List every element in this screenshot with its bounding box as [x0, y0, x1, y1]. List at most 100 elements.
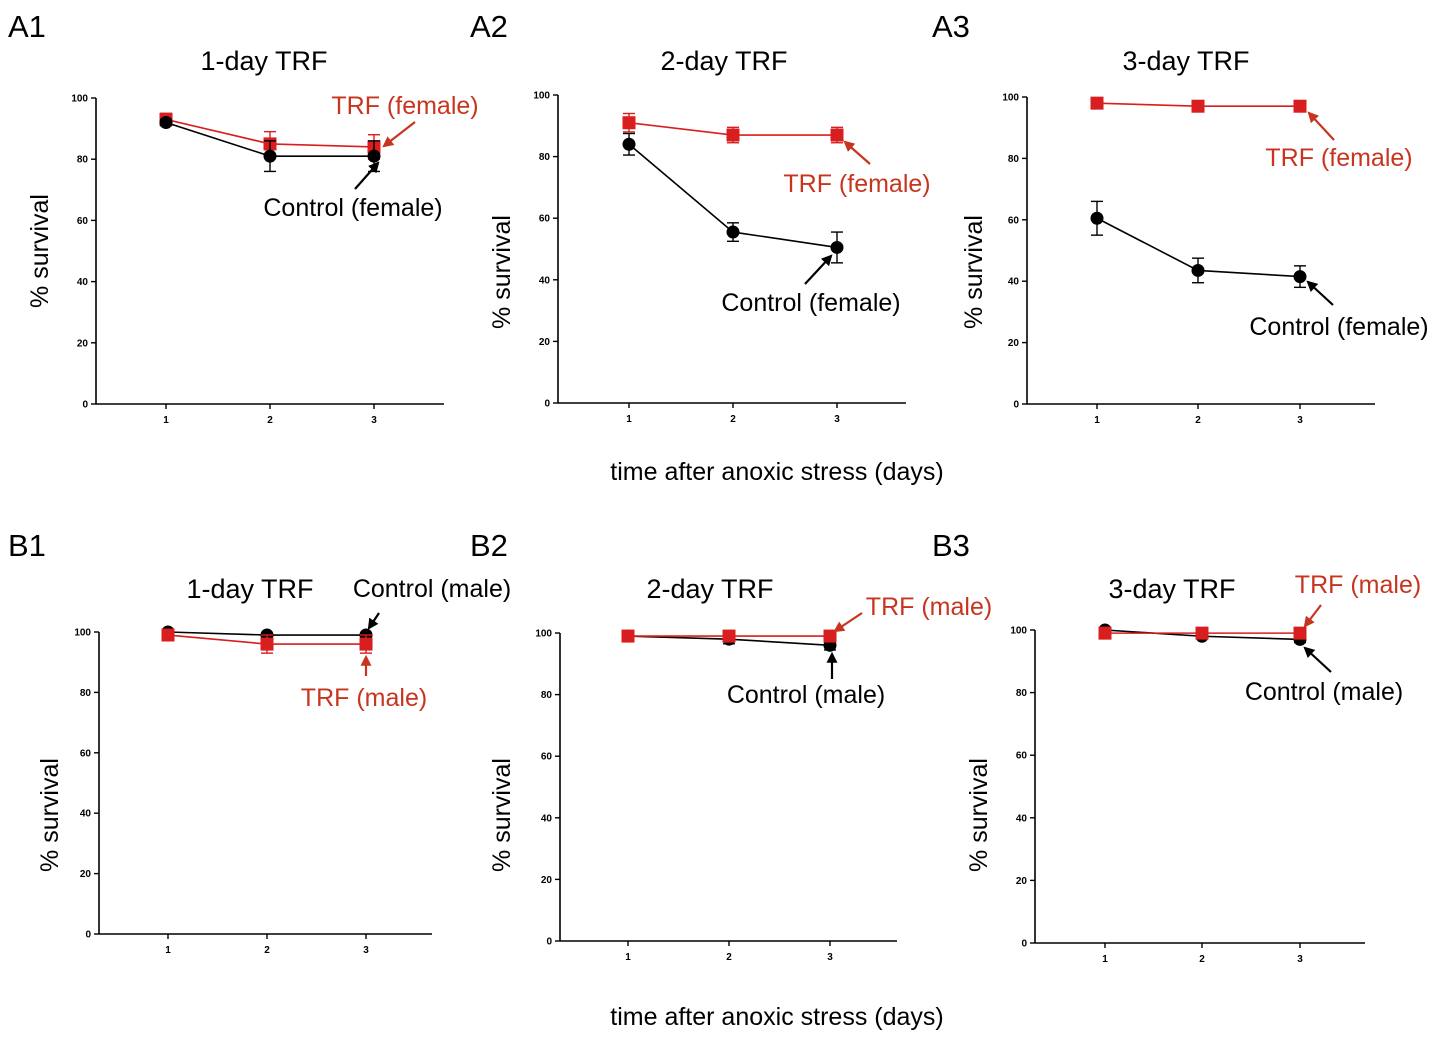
annotation-arrow-control	[1306, 280, 1334, 306]
y-tick-label: 0	[1013, 400, 1019, 411]
y-tick-label: 60	[1008, 215, 1020, 226]
chart-title-b1: 1-day TRF	[186, 574, 313, 604]
data-point-control	[726, 225, 740, 239]
y-tick-label: 0	[544, 399, 550, 410]
x-tick-label: 1	[1094, 415, 1100, 426]
y-axis-label-b2: % survival	[488, 758, 516, 872]
annotation-label-control: Control (male)	[727, 681, 885, 709]
data-point-control	[367, 149, 381, 163]
annotation-control: Control (female)	[1249, 280, 1429, 341]
y-tick-label: 80	[80, 688, 92, 699]
y-tick-label: 20	[77, 338, 89, 349]
chart-title-b3: 3-day TRF	[1108, 574, 1235, 604]
data-point-trf	[1098, 626, 1112, 640]
chart-a3: A3 3-day TRF % survival 0 20 40 60 80 100 1 2 3 TRF …	[932, 9, 1429, 426]
y-tick-label: 100	[535, 629, 552, 640]
annotation-label-trf: TRF (male)	[866, 593, 992, 621]
y-tick-label: 60	[77, 216, 89, 227]
data-point-trf	[161, 628, 175, 642]
annotation-control: Control (male)	[727, 651, 885, 709]
x-tick-label: 1	[165, 945, 171, 956]
y-tick-label: 20	[1016, 876, 1028, 887]
y-tick-label: 20	[80, 869, 92, 880]
annotation-trf: TRF (female)	[1265, 111, 1413, 172]
data-point-trf	[722, 629, 736, 643]
data-point-trf	[622, 116, 636, 130]
annotation-arrow-trf	[382, 121, 416, 148]
shared-xlabel-top: time after anoxic stress (days)	[610, 458, 943, 486]
data-point-trf	[1293, 626, 1307, 640]
y-tick-label: 0	[82, 400, 88, 411]
chart-title-a3: 3-day TRF	[1122, 46, 1249, 76]
shared-xlabel-bottom: time after anoxic stress (days)	[610, 1003, 943, 1031]
annotation-control: Control (female)	[263, 161, 443, 222]
chart-b3: B3 3-day TRF % survival 0 20 40 60 80 100 1 2 3 TRF …	[932, 528, 1421, 965]
y-tick-label: 40	[80, 809, 92, 820]
annotation-arrow-control	[804, 254, 833, 285]
chart-title-a2: 2-day TRF	[660, 46, 787, 76]
panel-letter-b1: B1	[8, 528, 46, 563]
data-point-control	[159, 115, 173, 129]
annotation-trf: TRF (female)	[331, 92, 479, 148]
data-point-trf	[621, 629, 635, 643]
annotation-label-control: Control (male)	[1245, 678, 1403, 706]
y-tick-label: 100	[74, 628, 91, 639]
y-tick-label: 40	[1008, 277, 1020, 288]
annotation-arrow-control	[367, 612, 380, 630]
data-point-trf	[726, 128, 740, 142]
annotation-label-trf: TRF (female)	[783, 170, 930, 198]
y-tick-label: 0	[85, 930, 91, 941]
panel-letter-a1: A1	[8, 9, 46, 44]
series-trf	[161, 628, 373, 654]
y-tick-label: 100	[1002, 93, 1019, 104]
x-tick-label: 1	[1102, 954, 1108, 965]
y-tick-label: 60	[539, 214, 551, 225]
data-point-control	[1293, 270, 1307, 284]
data-point-trf	[359, 637, 373, 651]
x-tick-label: 2	[264, 945, 270, 956]
annotation-arrow-trf	[1307, 111, 1335, 141]
series-control	[622, 132, 844, 264]
series-trf	[1090, 96, 1307, 113]
x-tick-label: 1	[626, 414, 632, 425]
x-tick-label: 2	[726, 952, 732, 963]
x-tick-label: 3	[827, 952, 833, 963]
x-tick-label: 3	[371, 415, 377, 426]
x-tick-label: 3	[1297, 954, 1303, 965]
annotation-arrow-trf	[833, 612, 863, 633]
annotation-label-trf: TRF (female)	[331, 92, 478, 120]
chart-a2: A2 2-day TRF % survival 0 20 40 60 80 100 1 2 3 TRF …	[470, 9, 931, 425]
annotation-label-trf: TRF (female)	[1265, 144, 1412, 172]
chart-a1: A1 1-day TRF % survival 0 20 40 60 80 100 1 2 3 TRF …	[8, 9, 479, 426]
y-tick-label: 40	[77, 277, 89, 288]
y-tick-label: 80	[77, 155, 89, 166]
annotation-arrow-trf	[843, 140, 871, 165]
y-tick-label: 100	[71, 94, 88, 105]
x-tick-label: 3	[363, 945, 369, 956]
y-tick-label: 80	[541, 690, 553, 701]
x-tick-label: 1	[625, 952, 631, 963]
panel-letter-a3: A3	[932, 9, 970, 44]
chart-b2: B2 2-day TRF % survival 0 20 40 60 80 100 1 2 3 TRF …	[470, 528, 992, 963]
y-tick-label: 80	[539, 152, 551, 163]
annotation-trf: TRF (male)	[833, 593, 992, 633]
y-tick-label: 20	[539, 337, 551, 348]
data-point-control	[1191, 263, 1205, 277]
x-tick-label: 2	[730, 414, 736, 425]
panel-letter-b3: B3	[932, 528, 970, 563]
y-tick-label: 20	[1008, 338, 1020, 349]
data-point-trf	[1195, 626, 1209, 640]
data-point-control	[1090, 211, 1104, 225]
data-point-control	[622, 137, 636, 151]
y-axis-label-b1: % survival	[36, 758, 64, 872]
data-point-trf	[830, 128, 844, 142]
y-tick-label: 80	[1016, 688, 1028, 699]
annotation-control: Control (female)	[721, 254, 901, 317]
chart-title-a1: 1-day TRF	[200, 46, 327, 76]
x-tick-label: 3	[834, 414, 840, 425]
annotation-trf: TRF (male)	[1295, 571, 1421, 628]
y-axis-label-a2: % survival	[488, 215, 516, 329]
y-tick-label: 100	[1010, 626, 1027, 637]
y-tick-label: 80	[1008, 154, 1020, 165]
